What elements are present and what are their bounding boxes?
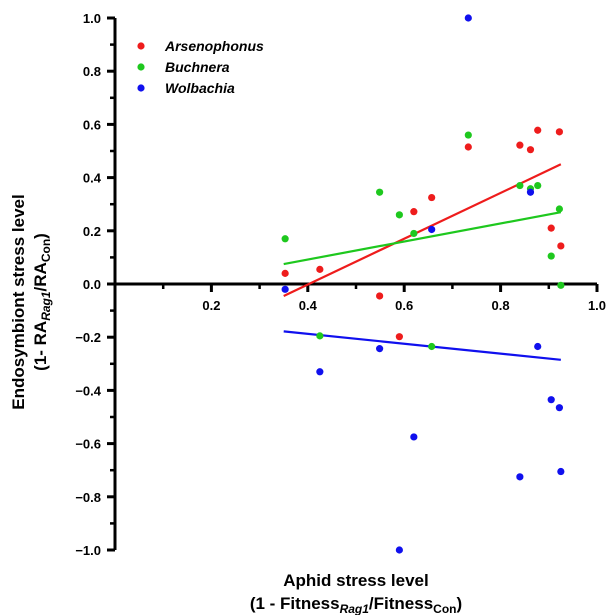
fit-line-wolbachia bbox=[283, 330, 561, 361]
legend-label-arsenophonus: Arsenophonus bbox=[164, 38, 264, 54]
y-axis-title-close: ) bbox=[31, 233, 50, 239]
data-point-buchnera bbox=[557, 281, 565, 289]
data-point-buchnera bbox=[281, 235, 289, 243]
data-point-arsenophonus bbox=[464, 143, 472, 151]
data-points bbox=[281, 14, 565, 554]
regression-lines bbox=[283, 163, 562, 361]
legend-label-wolbachia: Wolbachia bbox=[165, 80, 235, 96]
data-point-arsenophonus bbox=[395, 333, 403, 341]
y-tick-label: −1.0 bbox=[75, 543, 101, 558]
data-point-wolbachia bbox=[557, 467, 565, 476]
data-point-buchnera bbox=[376, 188, 384, 196]
data-point-wolbachia bbox=[464, 14, 472, 22]
y-axis-title-line1: Endosymbiont stress level bbox=[9, 194, 28, 409]
x-ticks: 0.2 0.4 0.6 0.8 1.0 bbox=[161, 284, 606, 313]
data-point-arsenophonus bbox=[316, 265, 324, 273]
y-ticks: 1.0 0.8 0.6 0.4 0.2 0.0 −0.2 −0.4 −0.6 −0.8 −1.0 bbox=[75, 11, 115, 558]
data-point-wolbachia bbox=[534, 342, 542, 351]
data-point-wolbachia bbox=[516, 473, 524, 481]
legend-marker-wolbachia bbox=[137, 84, 145, 92]
y-tick-label: −0.6 bbox=[75, 437, 101, 452]
y-axis-title-sub1: Rag1 bbox=[39, 291, 53, 321]
data-point-buchnera bbox=[516, 181, 524, 190]
x-axis-title-close: ) bbox=[457, 594, 463, 613]
data-point-wolbachia bbox=[376, 345, 384, 353]
data-point-wolbachia bbox=[281, 285, 289, 293]
data-point-wolbachia bbox=[526, 188, 535, 196]
data-point-buchnera bbox=[410, 229, 418, 238]
data-point-arsenophonus bbox=[281, 269, 289, 277]
y-tick-label: 0.2 bbox=[83, 224, 101, 239]
x-axis-title-open: (1 - Fitness bbox=[250, 594, 340, 613]
y-tick-label: 0.4 bbox=[83, 171, 102, 186]
data-point-buchnera bbox=[555, 205, 564, 213]
legend-marker-arsenophonus bbox=[137, 42, 145, 50]
y-tick-label: 0.6 bbox=[83, 117, 101, 132]
y-tick-label: −0.4 bbox=[75, 383, 101, 398]
data-point-buchnera bbox=[464, 131, 472, 139]
y-axis-title-mid: /RA bbox=[31, 262, 50, 291]
x-tick-label: 0.2 bbox=[202, 298, 220, 313]
data-point-arsenophonus bbox=[376, 292, 384, 300]
y-tick-label: −0.8 bbox=[75, 490, 101, 505]
data-point-arsenophonus bbox=[516, 141, 524, 149]
y-tick-label: 0.8 bbox=[83, 64, 101, 79]
x-tick-label: 0.4 bbox=[299, 298, 318, 313]
x-tick-label: 0.6 bbox=[395, 298, 413, 313]
data-point-buchnera bbox=[547, 252, 555, 260]
data-point-wolbachia bbox=[547, 396, 555, 404]
x-tick-label: 0.8 bbox=[492, 298, 510, 313]
y-tick-label: −0.2 bbox=[75, 330, 101, 345]
y-tick-label: 1.0 bbox=[83, 11, 101, 26]
data-point-buchnera bbox=[316, 332, 324, 340]
data-point-arsenophonus bbox=[534, 126, 542, 134]
data-point-arsenophonus bbox=[547, 224, 555, 232]
data-point-buchnera bbox=[395, 211, 403, 219]
data-point-wolbachia bbox=[410, 433, 418, 441]
legend-label-buchnera: Buchnera bbox=[165, 59, 230, 75]
legend: Arsenophonus Buchnera Wolbachia bbox=[137, 38, 264, 96]
data-point-wolbachia bbox=[395, 546, 403, 554]
y-axis-title-line2: (1- RARag1/RACon) bbox=[31, 233, 53, 371]
data-point-arsenophonus bbox=[555, 128, 564, 136]
data-point-wolbachia bbox=[555, 404, 564, 412]
legend-marker-buchnera bbox=[137, 63, 145, 71]
x-axis-title-line1: Aphid stress level bbox=[283, 571, 429, 590]
x-axis-title-sub2: Con bbox=[433, 602, 456, 615]
data-point-wolbachia bbox=[428, 225, 436, 234]
y-axis-title-open: (1- RA bbox=[31, 321, 50, 371]
y-tick-label: 0.0 bbox=[83, 277, 101, 292]
fit-line-arsenophonus bbox=[283, 163, 562, 297]
data-point-arsenophonus bbox=[410, 208, 418, 216]
x-axis-title-line2: (1 - FitnessRag1/FitnessCon) bbox=[250, 594, 462, 615]
fit-line-buchnera bbox=[283, 211, 562, 266]
data-point-buchnera bbox=[534, 181, 542, 190]
x-axis-title-mid: /Fitness bbox=[369, 594, 433, 613]
data-point-wolbachia bbox=[316, 368, 324, 376]
x-tick-label: 1.0 bbox=[588, 298, 606, 313]
x-axis-title-sub1: Rag1 bbox=[340, 602, 370, 615]
data-point-buchnera bbox=[428, 342, 436, 351]
data-point-arsenophonus bbox=[557, 242, 565, 250]
data-point-arsenophonus bbox=[526, 146, 535, 154]
data-point-arsenophonus bbox=[428, 193, 436, 202]
y-axis-title-sub2: Con bbox=[39, 239, 53, 262]
